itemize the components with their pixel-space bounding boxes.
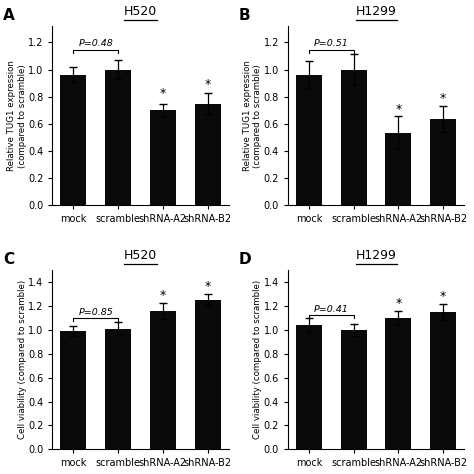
Text: D: D <box>238 252 251 267</box>
Y-axis label: Relative TUG1 expression
(compared to scramble): Relative TUG1 expression (compared to sc… <box>243 60 262 171</box>
Bar <box>430 312 456 449</box>
Bar <box>296 325 322 449</box>
Text: C: C <box>3 252 14 267</box>
Text: *: * <box>440 290 447 303</box>
Bar <box>60 75 86 205</box>
Text: H520: H520 <box>124 5 157 18</box>
Bar <box>195 103 220 205</box>
Bar <box>430 119 456 205</box>
Text: H1299: H1299 <box>356 249 397 262</box>
Text: *: * <box>395 297 401 310</box>
Text: *: * <box>440 92 447 105</box>
Text: *: * <box>160 289 166 301</box>
Bar <box>150 110 176 205</box>
Text: H1299: H1299 <box>356 5 397 18</box>
Bar <box>195 300 220 449</box>
Bar <box>341 330 367 449</box>
Bar <box>60 331 86 449</box>
Text: P=0.41: P=0.41 <box>314 305 349 314</box>
Bar <box>105 328 131 449</box>
Text: *: * <box>160 87 166 100</box>
Y-axis label: Relative TUG1 expression
(compared to scramble): Relative TUG1 expression (compared to sc… <box>7 60 27 171</box>
Text: P=0.85: P=0.85 <box>78 308 113 317</box>
Y-axis label: Cell viability (compared to scramble): Cell viability (compared to scramble) <box>253 280 262 439</box>
Text: A: A <box>3 8 15 23</box>
Text: P=0.51: P=0.51 <box>314 39 349 48</box>
Bar <box>296 75 322 205</box>
Text: *: * <box>204 280 211 293</box>
Bar <box>150 310 176 449</box>
Bar <box>105 70 131 205</box>
Text: P=0.48: P=0.48 <box>78 39 113 48</box>
Text: H520: H520 <box>124 249 157 262</box>
Y-axis label: Cell viability (compared to scramble): Cell viability (compared to scramble) <box>18 280 27 439</box>
Text: *: * <box>395 103 401 116</box>
Bar <box>385 318 411 449</box>
Text: *: * <box>204 78 211 91</box>
Text: B: B <box>238 8 250 23</box>
Bar <box>385 133 411 205</box>
Bar <box>341 70 367 205</box>
